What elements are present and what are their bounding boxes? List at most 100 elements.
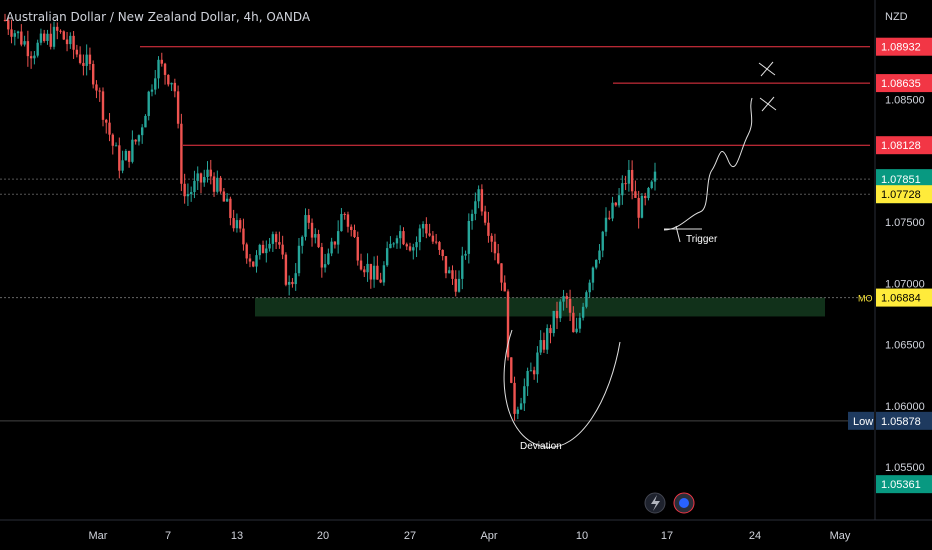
x-tick-label: 24 bbox=[749, 530, 761, 542]
candle-body bbox=[601, 231, 604, 251]
deviation-annotation: Deviation bbox=[520, 441, 562, 452]
candle-body bbox=[258, 244, 261, 256]
candle-body bbox=[510, 357, 513, 383]
price-marker-value: 1.06884 bbox=[881, 293, 921, 305]
candle-body bbox=[209, 169, 212, 177]
price-marker-box bbox=[876, 74, 932, 93]
candle-body bbox=[291, 281, 294, 285]
candle-body bbox=[461, 255, 464, 279]
price-marker-value: 1.08932 bbox=[881, 42, 921, 54]
candle-body bbox=[575, 328, 578, 333]
flag-glyph bbox=[679, 498, 689, 508]
candle-body bbox=[163, 63, 167, 75]
candle-body bbox=[523, 386, 526, 404]
x-tick-label: Mar bbox=[89, 530, 108, 542]
candle-body bbox=[572, 312, 575, 333]
candle-body bbox=[20, 31, 23, 45]
candle-body bbox=[562, 296, 565, 302]
candle-body bbox=[614, 202, 618, 206]
candle-body bbox=[154, 78, 157, 90]
candle-body bbox=[408, 246, 412, 251]
candle-body bbox=[457, 278, 461, 292]
y-tick-label: 1.05500 bbox=[885, 462, 925, 474]
candle-body bbox=[225, 198, 229, 202]
lightning-glyph bbox=[651, 495, 660, 511]
candle-body bbox=[591, 267, 595, 283]
candle-body bbox=[438, 242, 441, 250]
candle-body bbox=[444, 256, 448, 274]
candle-body bbox=[49, 33, 52, 47]
candle-body bbox=[16, 31, 20, 34]
candle-body bbox=[372, 265, 376, 280]
candle-body bbox=[395, 238, 399, 244]
candle-body bbox=[542, 340, 546, 350]
candle-body bbox=[56, 26, 59, 31]
candle-body bbox=[516, 409, 520, 414]
candle-body bbox=[650, 181, 653, 188]
candle-body bbox=[389, 243, 392, 249]
candle-body bbox=[232, 218, 235, 229]
y-tick-label: 1.07500 bbox=[885, 217, 925, 229]
candle-body bbox=[385, 248, 389, 266]
x-tick-label: May bbox=[830, 530, 851, 542]
price-marker-box bbox=[876, 411, 932, 430]
candle-body bbox=[470, 213, 474, 221]
candle-body bbox=[219, 177, 222, 192]
candle-body bbox=[340, 213, 343, 232]
candle-body bbox=[52, 26, 56, 47]
low-label: Low bbox=[853, 416, 873, 428]
candle-body bbox=[595, 259, 598, 268]
candle-body bbox=[369, 263, 373, 280]
candle-body bbox=[497, 253, 500, 264]
candle-body bbox=[105, 119, 108, 123]
candle-body bbox=[474, 201, 477, 214]
price-marker-box bbox=[876, 475, 932, 494]
candle-body bbox=[320, 247, 324, 268]
candle-body bbox=[13, 33, 16, 37]
candle-body bbox=[376, 265, 379, 280]
candle-body bbox=[72, 35, 75, 50]
projected-path bbox=[663, 97, 753, 231]
candle-body bbox=[578, 317, 582, 329]
x-tick-label: 13 bbox=[231, 530, 243, 542]
candle-body bbox=[170, 82, 173, 85]
candle-body bbox=[506, 291, 510, 358]
candle-body bbox=[91, 64, 95, 85]
candle-body bbox=[261, 244, 265, 254]
candle-body bbox=[59, 30, 62, 32]
candle-body bbox=[539, 340, 542, 353]
candle-body bbox=[346, 214, 350, 227]
candle-body bbox=[359, 260, 363, 270]
candle-body bbox=[95, 84, 98, 91]
candle-body bbox=[180, 123, 183, 184]
candle-body bbox=[278, 242, 281, 245]
candle-body bbox=[617, 195, 621, 206]
candle-body bbox=[199, 173, 203, 183]
candle-body bbox=[157, 59, 160, 79]
candle-body bbox=[118, 145, 121, 171]
candle-body bbox=[137, 135, 141, 142]
candle-body bbox=[477, 189, 480, 202]
candle-body bbox=[519, 403, 523, 410]
candle-body bbox=[434, 241, 438, 243]
candle-body bbox=[167, 74, 170, 85]
x-tick-label: 20 bbox=[317, 530, 329, 542]
candle-body bbox=[493, 241, 497, 254]
candle-body bbox=[336, 231, 340, 245]
candle-body bbox=[229, 198, 232, 219]
candle-body bbox=[121, 160, 124, 171]
candle-body bbox=[425, 224, 428, 234]
candle-body bbox=[568, 298, 572, 313]
y-tick-label: 1.06500 bbox=[885, 340, 925, 352]
candle-body bbox=[310, 222, 314, 238]
candle-body bbox=[428, 233, 431, 236]
candle-body bbox=[585, 292, 588, 307]
candle-body bbox=[222, 191, 226, 202]
candle-body bbox=[644, 195, 647, 199]
candle-body bbox=[382, 265, 386, 283]
candle-body bbox=[399, 231, 402, 239]
candle-body bbox=[29, 56, 33, 59]
price-marker-value: 1.07728 bbox=[881, 189, 921, 201]
candle-body bbox=[581, 306, 585, 318]
